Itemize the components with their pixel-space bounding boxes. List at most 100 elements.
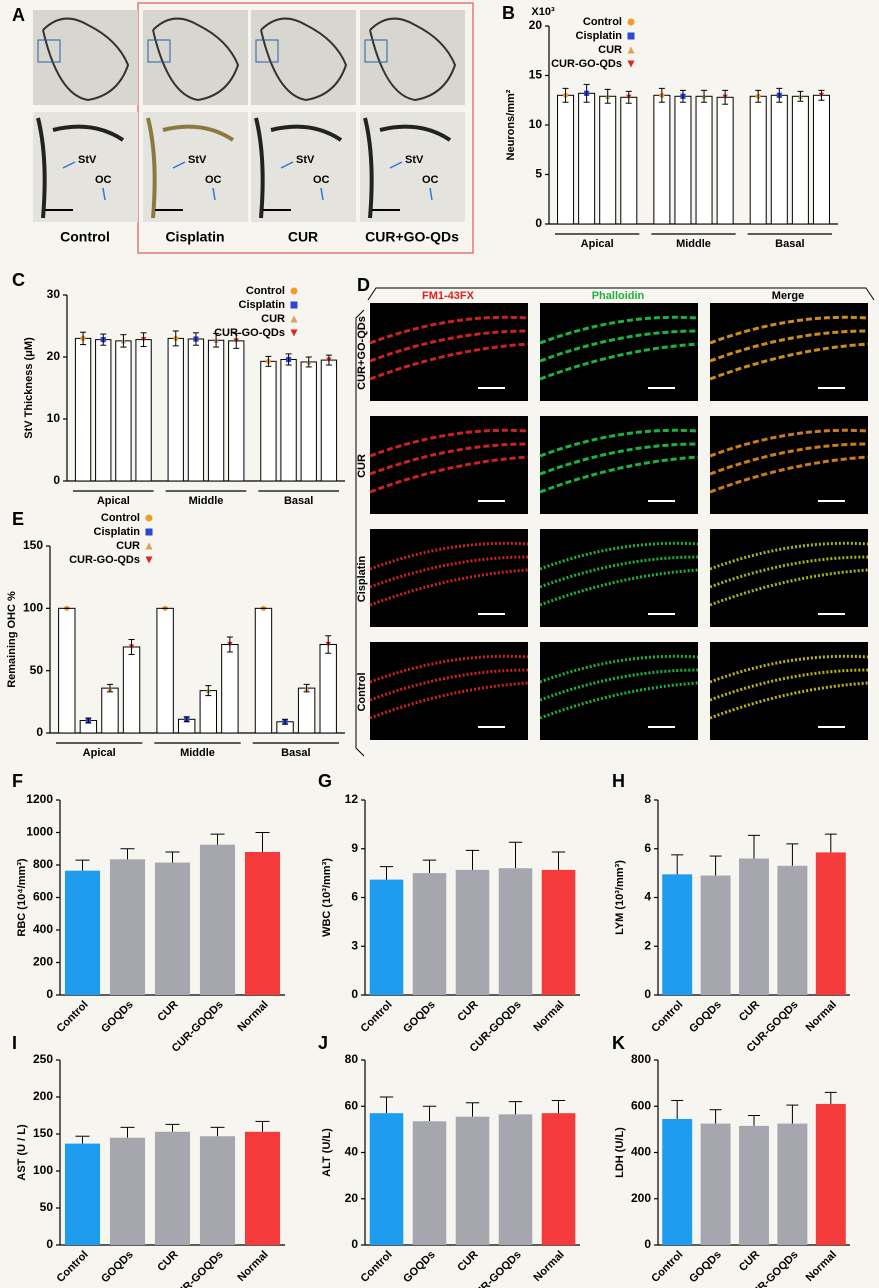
column-label: Phalloidin <box>592 290 645 302</box>
x-tick-label: Normal <box>531 1249 566 1284</box>
bar <box>254 607 273 734</box>
cell-row <box>709 428 869 458</box>
bar <box>700 1123 731 1245</box>
panel-letter: D <box>357 275 370 295</box>
y-tick-label: 0 <box>46 987 53 1001</box>
x-tick-label: Basal <box>284 495 313 507</box>
fluorescence-images: FM1-43FX Phalloidin Merge CUR+GO-QDs CUR Cisp… <box>356 290 869 740</box>
bar <box>260 360 277 482</box>
bar <box>221 643 239 734</box>
bar <box>58 607 76 734</box>
y-axis-label: AST (U / L) <box>16 1124 28 1181</box>
y-tick-label: 12 <box>345 792 359 806</box>
group-label: Cisplatin <box>165 229 224 245</box>
annotation: StV <box>78 154 97 166</box>
bar <box>578 92 596 225</box>
cell-row <box>709 455 869 494</box>
arrow <box>320 187 324 201</box>
y-tick-label: 40 <box>345 1145 359 1159</box>
y-tick-label: 1000 <box>26 825 53 839</box>
cell-row <box>539 428 699 458</box>
panel-letter: I <box>12 1033 17 1053</box>
x-tick-label: Normal <box>804 1249 839 1284</box>
legend-label: Cisplatin <box>239 299 286 311</box>
y-tick-label: 200 <box>33 955 53 969</box>
legend-label: CUR <box>116 540 140 552</box>
bar <box>95 339 112 482</box>
bar <box>695 95 713 225</box>
legend-label: Control <box>583 16 622 28</box>
x-tick-label: Control <box>649 999 685 1035</box>
tissue-detail <box>363 117 452 219</box>
x-tick-label: CUR <box>737 999 762 1024</box>
legend-marker <box>290 315 298 323</box>
bar <box>777 865 808 995</box>
tissue-outline <box>152 17 240 102</box>
bar <box>455 1116 490 1245</box>
bar <box>653 94 671 225</box>
x-tick-label: GOQDs <box>401 1249 438 1286</box>
x-tick-label: GOQDs <box>401 999 438 1036</box>
bar <box>109 859 146 995</box>
group-label: CUR <box>288 229 318 245</box>
cell-row <box>709 315 869 345</box>
x-tick-label: GOQDs <box>99 999 136 1036</box>
annotation: StV <box>405 154 424 166</box>
y-tick-label: 600 <box>33 890 53 904</box>
row-label: Control <box>356 672 368 711</box>
y-tick-label: 250 <box>33 1052 53 1066</box>
tissue-outline <box>260 17 348 102</box>
bar <box>280 358 297 482</box>
y-tick-label: 50 <box>30 663 44 677</box>
cell-row <box>709 568 869 607</box>
y-tick-label: 600 <box>631 1098 651 1112</box>
zoom-box <box>255 39 279 63</box>
micrograph-detail <box>143 112 248 222</box>
legend-marker <box>627 46 635 54</box>
bar <box>154 1131 191 1245</box>
y-tick-label: 0 <box>53 473 60 487</box>
bar <box>74 337 92 482</box>
bar <box>154 862 191 995</box>
bar <box>369 879 404 995</box>
x-tick-label: Basal <box>775 238 804 250</box>
x-tick-label: Apical <box>83 747 116 759</box>
bar <box>557 94 575 225</box>
bar <box>109 1137 146 1245</box>
image <box>370 642 528 740</box>
tissue-outline <box>369 17 457 102</box>
cell-row <box>539 342 699 381</box>
panel-letter: H <box>612 771 625 791</box>
header-bracket <box>367 287 875 301</box>
legend-label: Control <box>101 512 140 524</box>
y-axis-label: LDH (U/L) <box>614 1127 626 1178</box>
bar <box>716 96 734 225</box>
y-tick-label: 0 <box>351 987 358 1001</box>
arrow <box>429 187 433 201</box>
bar <box>101 687 119 734</box>
x-tick-label: Apical <box>97 495 130 507</box>
row-label: CUR <box>356 454 368 478</box>
arrow <box>62 161 76 169</box>
bar <box>812 94 830 225</box>
legend-marker <box>290 301 298 309</box>
panel-letter: E <box>12 509 24 529</box>
bar <box>412 873 447 995</box>
y-tick-label: 800 <box>631 1052 651 1066</box>
image <box>540 529 698 627</box>
bar <box>739 858 769 995</box>
bar <box>541 869 576 995</box>
arrow <box>172 161 186 169</box>
y-axis-label: LYM (10³/mm³) <box>614 860 626 935</box>
bar <box>739 1125 769 1245</box>
y-tick-label: 15 <box>529 68 543 82</box>
y-tick-label: 100 <box>23 601 43 615</box>
y-axis-label: ALT (U/L) <box>321 1128 333 1177</box>
bar <box>115 340 132 482</box>
x-tick-label: Control <box>649 1249 685 1285</box>
bar <box>244 852 281 995</box>
arrow <box>389 161 403 169</box>
bar <box>199 1136 236 1245</box>
cell-row <box>369 428 529 458</box>
